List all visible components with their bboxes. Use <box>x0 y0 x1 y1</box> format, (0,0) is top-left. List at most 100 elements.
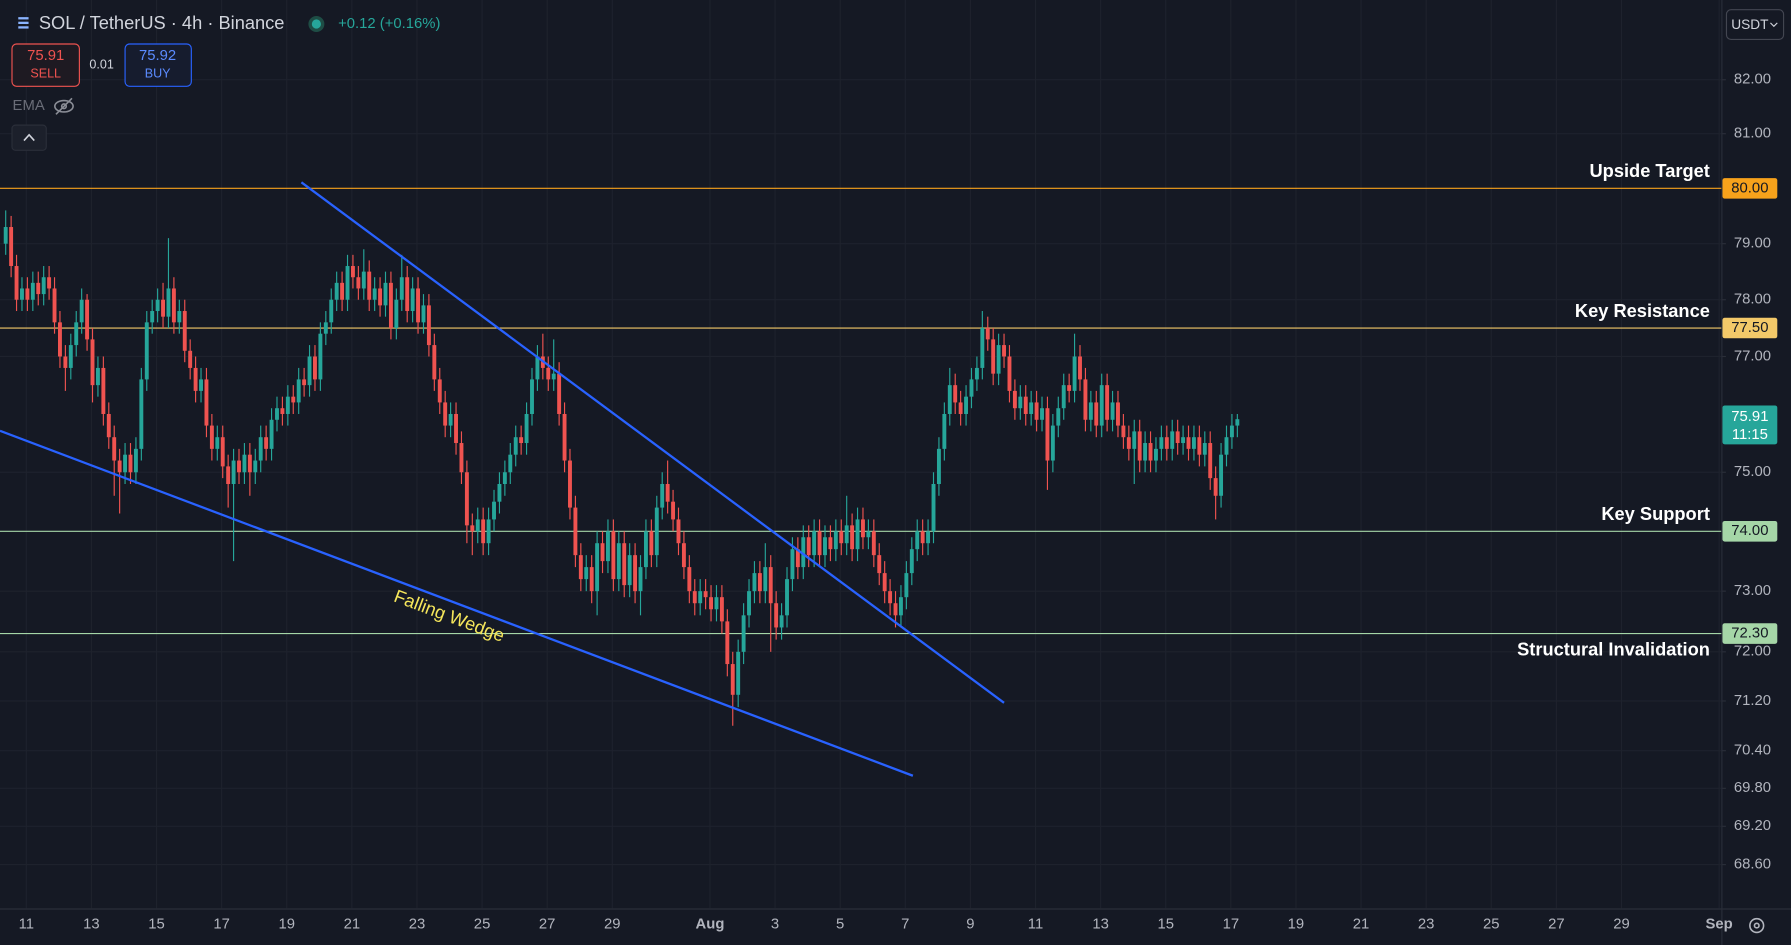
candle-body <box>416 288 421 323</box>
candle-body <box>823 537 827 556</box>
candle-body <box>209 425 214 449</box>
candle-body <box>806 537 811 556</box>
candle-body <box>530 379 534 414</box>
candle-body <box>1099 385 1104 426</box>
candle-body <box>421 305 426 323</box>
candle-body <box>1126 437 1131 449</box>
candle-body <box>1116 402 1120 426</box>
candle-body <box>643 531 648 568</box>
candle-body <box>269 419 274 449</box>
candle-body <box>405 277 410 312</box>
candle-body <box>1121 425 1126 438</box>
candle-body <box>63 356 68 368</box>
candle-body <box>74 322 79 346</box>
market-status-dot <box>311 19 321 29</box>
candle-body <box>958 402 963 414</box>
header: SOL / TetherUS · 4h · Binance +0.12 (+0.… <box>11 9 1785 934</box>
currency-button[interactable] <box>1725 9 1785 40</box>
candle-body <box>757 573 762 592</box>
candle-body <box>350 266 355 278</box>
candle-body <box>519 437 524 444</box>
candle-body <box>1154 448 1158 461</box>
last-price-label: 75.91 <box>1731 409 1768 425</box>
candle-body <box>161 299 165 317</box>
y-tick-label: 75.00 <box>1734 464 1771 480</box>
candle-body <box>909 549 914 574</box>
candle-body <box>676 519 681 544</box>
candle-body <box>41 277 46 295</box>
candle-body <box>1191 437 1196 449</box>
candle-body <box>1002 345 1006 357</box>
x-tick-label: 15 <box>1157 916 1174 932</box>
candle-body <box>817 531 822 556</box>
x-tick-label: 15 <box>148 916 165 932</box>
sell-price[interactable]: 75.91 <box>27 48 64 64</box>
hide-icon[interactable] <box>54 97 74 115</box>
collapse-button[interactable] <box>11 124 47 151</box>
candle-body <box>1148 443 1153 461</box>
buy-price[interactable]: 75.92 <box>139 48 176 64</box>
candle-body <box>980 328 985 368</box>
y-tick-label: 72.00 <box>1734 644 1771 660</box>
sell-label[interactable]: SELL <box>30 67 61 81</box>
x-tick-label: 9 <box>966 916 974 932</box>
candle-body <box>671 501 676 520</box>
candle-body <box>866 531 871 538</box>
candle-body <box>622 543 627 586</box>
sell-button[interactable] <box>11 43 80 87</box>
levels: Upside Target Key Resistance Key Support St… <box>0 160 1722 660</box>
indicator-name[interactable]: EMA <box>13 98 45 114</box>
candle-body <box>68 345 73 368</box>
candle-body <box>893 603 898 616</box>
symbol-title[interactable]: SOL / TetherUS · 4h · Binance <box>39 12 285 33</box>
candle-body <box>888 591 893 604</box>
candle-body <box>638 567 643 592</box>
candle-body <box>133 448 138 473</box>
level-price-label: 74.00 <box>1731 523 1768 539</box>
x-tick-label: 13 <box>1092 916 1109 932</box>
candle-body <box>611 531 616 580</box>
currency[interactable]: USDT <box>1731 17 1769 32</box>
candle-body <box>285 396 290 414</box>
x-tick-label: 19 <box>1288 916 1305 932</box>
x-tick-label: 25 <box>1483 916 1500 932</box>
candle-body <box>1229 425 1234 438</box>
candle-body <box>399 277 404 300</box>
candle-body <box>882 573 887 592</box>
candle-body <box>307 356 312 386</box>
candle-body <box>1202 443 1207 455</box>
settings-icon[interactable] <box>1749 917 1765 934</box>
candle-body <box>871 531 876 556</box>
x-tick-label: 25 <box>474 916 491 932</box>
candle-body <box>459 443 464 473</box>
candle-body <box>1105 385 1110 420</box>
candle-body <box>20 288 24 300</box>
spread: 0.01 <box>89 57 113 71</box>
level-price-label: 80.00 <box>1731 180 1768 196</box>
level-price-label: 72.30 <box>1731 625 1768 641</box>
candle-body <box>1110 402 1115 420</box>
buy-label[interactable]: BUY <box>145 67 171 81</box>
candle-body <box>698 591 703 604</box>
candle-body <box>188 350 193 368</box>
buy-button[interactable] <box>124 43 192 87</box>
candle-body <box>584 567 589 580</box>
candle-body <box>432 345 437 380</box>
y-tick-label: 77.00 <box>1734 348 1771 364</box>
candle-body <box>481 519 486 544</box>
candle-body <box>226 466 231 485</box>
x-tick-label: 7 <box>901 916 909 932</box>
candle-body <box>855 519 860 550</box>
candle-body <box>850 525 855 550</box>
x-tick-label: 17 <box>213 916 230 932</box>
candle-body <box>974 367 979 380</box>
candle-body <box>85 299 90 340</box>
candle-body <box>703 591 708 598</box>
x-tick-label: 29 <box>1613 916 1630 932</box>
candle-body <box>388 282 393 329</box>
candle-body <box>502 472 507 485</box>
candle-body <box>117 460 122 473</box>
candle-body <box>470 525 475 532</box>
candle-body <box>985 328 990 340</box>
